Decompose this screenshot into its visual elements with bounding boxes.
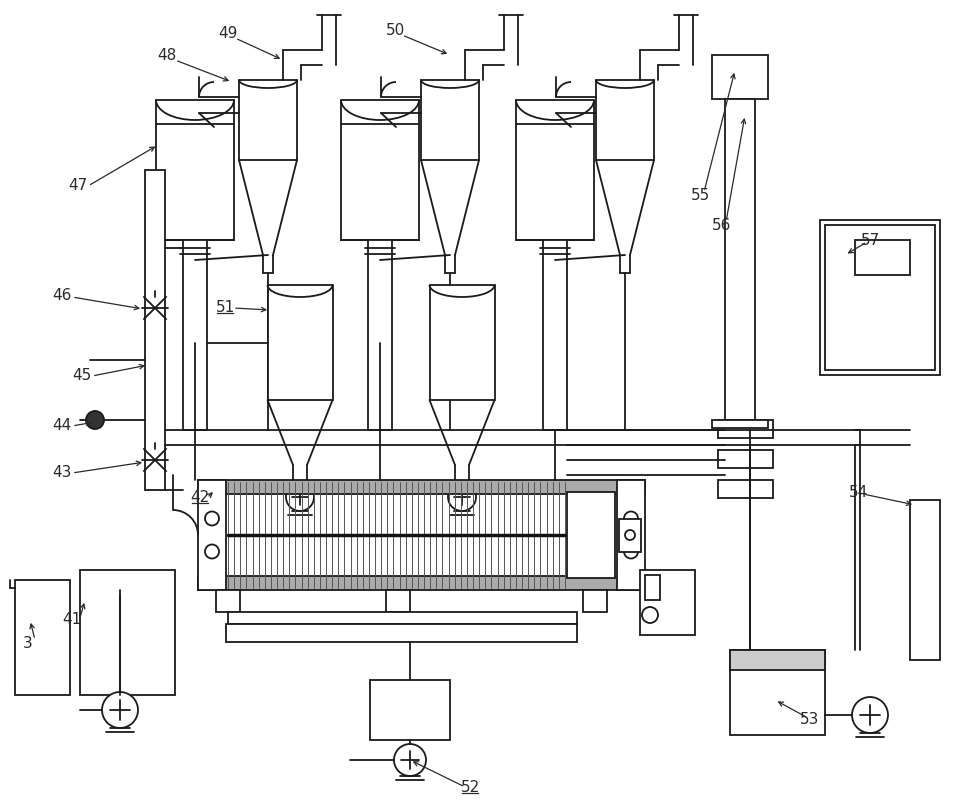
Circle shape (625, 530, 635, 540)
Bar (730, 650, 825, 735)
Bar (239, 80, 297, 160)
Circle shape (624, 544, 638, 558)
Bar (80, 570, 175, 695)
Bar (645, 575, 660, 600)
Bar (386, 590, 410, 612)
Bar (712, 420, 768, 428)
Circle shape (448, 483, 476, 511)
Text: 50: 50 (386, 23, 405, 37)
Circle shape (852, 697, 888, 733)
Text: 55: 55 (690, 188, 710, 202)
Bar (341, 100, 419, 240)
Text: 56: 56 (712, 218, 732, 232)
Bar (718, 420, 773, 438)
Circle shape (205, 511, 219, 526)
Text: 42: 42 (190, 489, 210, 505)
Bar (226, 624, 577, 642)
Text: 46: 46 (53, 287, 72, 303)
Text: 51: 51 (216, 299, 235, 315)
Circle shape (394, 744, 426, 776)
Bar (583, 590, 607, 612)
Circle shape (86, 411, 104, 429)
Bar (267, 285, 332, 400)
Bar (368, 240, 392, 430)
Bar (712, 55, 768, 99)
Bar (596, 80, 654, 160)
Bar (198, 480, 226, 590)
Text: 52: 52 (460, 780, 479, 794)
Bar (516, 100, 594, 240)
Bar (617, 480, 645, 590)
Bar (718, 450, 773, 468)
Bar (198, 480, 645, 494)
Text: 48: 48 (158, 48, 177, 62)
Bar (619, 519, 641, 552)
Circle shape (624, 511, 638, 526)
Circle shape (642, 607, 658, 623)
Bar (640, 570, 695, 635)
Text: 41: 41 (62, 612, 81, 628)
Bar (145, 170, 165, 490)
Circle shape (102, 692, 138, 728)
Bar (543, 240, 567, 430)
Bar (156, 100, 234, 240)
Text: 54: 54 (848, 485, 868, 499)
Text: 53: 53 (800, 713, 819, 727)
Text: 45: 45 (73, 367, 92, 383)
Text: 47: 47 (69, 177, 88, 193)
Bar (430, 285, 495, 400)
Bar (567, 492, 615, 578)
Bar (421, 80, 479, 160)
Bar (15, 580, 70, 695)
Text: 49: 49 (219, 26, 238, 40)
Bar (725, 99, 755, 420)
Bar (228, 612, 577, 624)
Text: 3: 3 (23, 636, 32, 650)
Text: 44: 44 (53, 417, 72, 433)
Text: 57: 57 (860, 232, 880, 248)
Bar (718, 480, 773, 498)
Circle shape (205, 544, 219, 558)
Bar (198, 576, 645, 590)
Text: 43: 43 (53, 464, 72, 480)
Circle shape (286, 483, 314, 511)
Bar (730, 650, 825, 670)
Bar (825, 225, 935, 370)
Bar (216, 590, 240, 612)
Bar (820, 220, 940, 375)
Bar (183, 240, 207, 430)
Bar (855, 240, 910, 275)
Bar (370, 680, 450, 740)
